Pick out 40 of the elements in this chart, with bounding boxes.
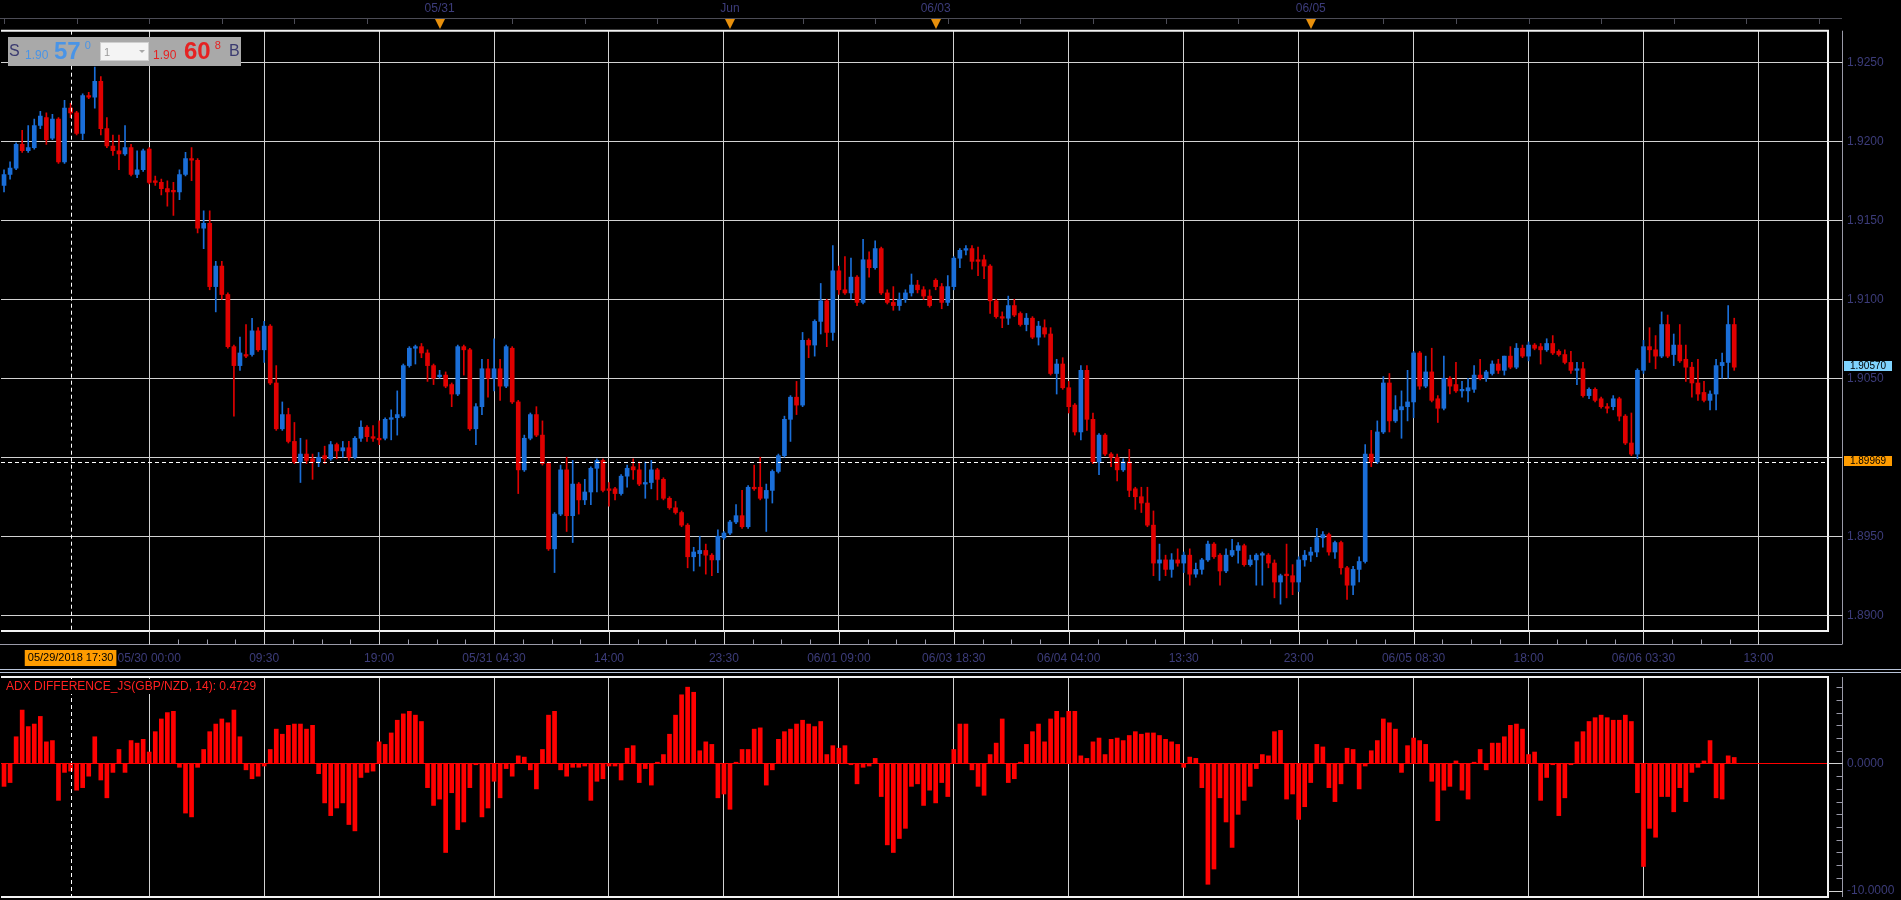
x-tick-label: 06/05 08:30 <box>1381 650 1446 665</box>
y-tick-label: 1.9100 <box>1847 291 1885 306</box>
x-tick-label: 06/01 09:00 <box>807 650 871 665</box>
annotation: 60$^{8}$ <box>184 37 221 64</box>
y-tick-label: 1.9200 <box>1847 133 1885 148</box>
x-tick-label: 23:00 <box>1283 650 1314 665</box>
x-tick-label: 05/31 04:30 <box>462 650 527 665</box>
x-tick-label: 14:00 <box>593 650 625 665</box>
annotation: 1.90 <box>153 48 177 62</box>
text: 05/31 <box>424 1 455 15</box>
text: 1.90570 <box>1849 359 1887 371</box>
x-tick-label: 05/29/2018 17:30 <box>27 651 114 664</box>
x-tick-label: 23:30 <box>708 650 740 665</box>
text: 06/05 <box>1295 1 1326 15</box>
x-tick-label: 06/04 04:00 <box>1037 650 1101 665</box>
x-tick-label: 09:30 <box>249 650 280 665</box>
annotation: B <box>229 42 240 59</box>
y-tick-label: 1.9250 <box>1847 54 1885 69</box>
x-tick-label: 18:00 <box>1513 650 1544 665</box>
annotation: 1 <box>104 46 111 58</box>
y-tick-label: 1.8950 <box>1847 528 1885 543</box>
annotation: S <box>9 42 20 59</box>
x-tick-label: 05/30 00:00 <box>117 650 182 665</box>
x-tick-label: 13:00 <box>1743 650 1774 665</box>
y-tick-label: -10.0000 <box>1847 882 1895 897</box>
y-tick-label: 0.0000 <box>1847 755 1885 770</box>
ref-line-label: 1.89969 <box>1849 454 1887 466</box>
y-tick-label: 1.9150 <box>1847 212 1885 227</box>
x-tick-label: 13:30 <box>1168 650 1200 665</box>
annotation: 57$^{0}$ <box>54 37 91 64</box>
x-tick-label: 06/06 03:30 <box>1611 650 1676 665</box>
annotation: 1.90 <box>25 48 49 62</box>
chart-title: ADX DIFFERENCE_JS(GBP/NZD, 14): 0.4729 <box>6 678 257 693</box>
quantity-field: 1 <box>100 42 149 61</box>
x-tick-label: 06/03 18:30 <box>922 650 986 665</box>
x-tick-label: 19:00 <box>364 650 395 665</box>
text: Jun <box>720 1 740 15</box>
y-tick-label: 1.9050 <box>1847 370 1885 385</box>
text: 06/03 <box>920 1 951 15</box>
y-tick-label: 1.8900 <box>1847 607 1885 622</box>
